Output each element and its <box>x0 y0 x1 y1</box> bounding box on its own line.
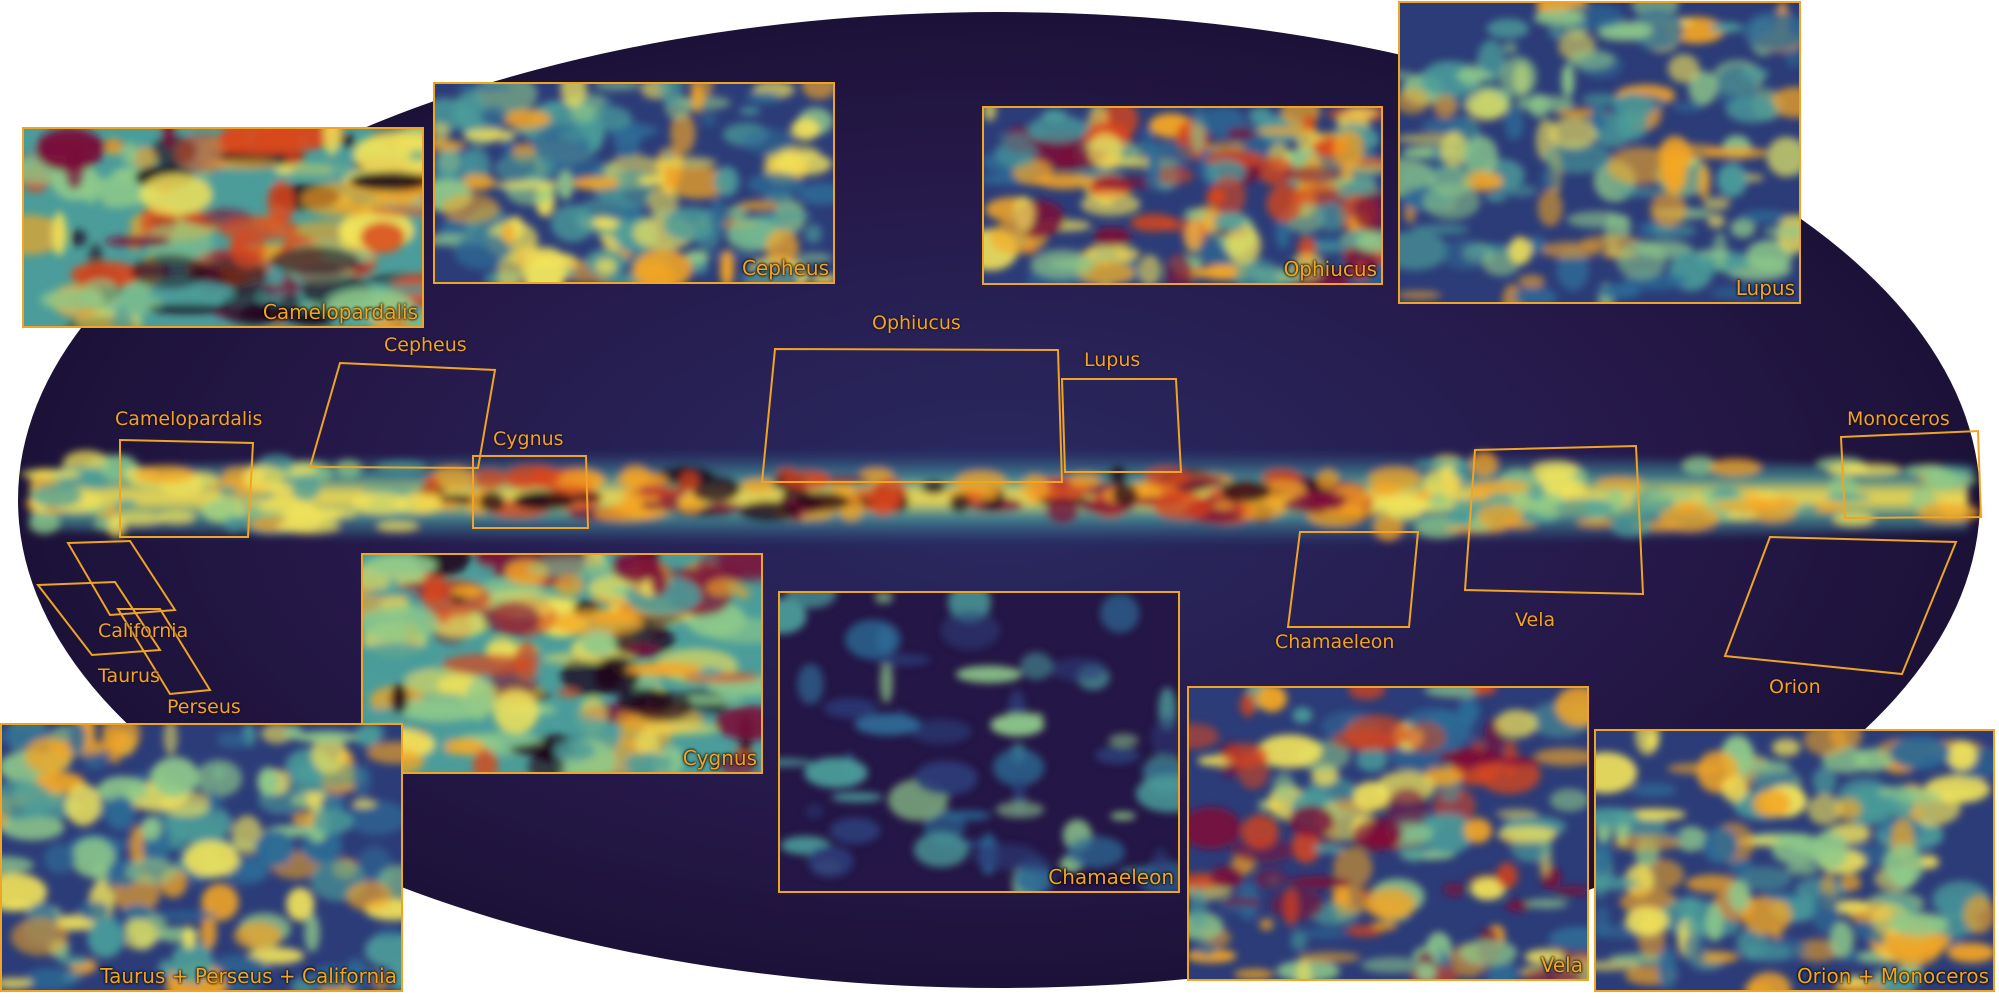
inset-label-ophiucus: Ophiucus <box>1283 257 1377 281</box>
inset-label-vela: Vela <box>1540 953 1583 977</box>
inset-texture <box>780 593 1178 891</box>
inset-orion-monoceros: Orion + Monoceros <box>1594 729 1995 992</box>
inset-label-orion-monoceros: Orion + Monoceros <box>1796 964 1989 988</box>
inset-label-camelopardalis: Camelopardalis <box>262 300 418 324</box>
label-taurus: Taurus <box>98 665 160 687</box>
label-california: California <box>98 620 189 642</box>
label-cygnus: Cygnus <box>493 428 564 450</box>
label-orion: Orion <box>1769 676 1821 698</box>
label-perseus: Perseus <box>167 696 241 718</box>
label-cepheus: Cepheus <box>384 334 467 356</box>
inset-texture <box>24 129 422 326</box>
label-monoceros: Monoceros <box>1847 408 1950 430</box>
inset-label-cepheus: Cepheus <box>741 256 829 280</box>
label-ophiucus: Ophiucus <box>872 312 961 334</box>
inset-chamaeleon: Chamaeleon <box>778 591 1180 893</box>
inset-texture <box>1596 731 1993 990</box>
inset-texture <box>2 725 401 990</box>
inset-ophiucus: Ophiucus <box>982 106 1383 285</box>
inset-texture <box>435 84 833 282</box>
inset-cygnus: Cygnus <box>361 553 763 774</box>
label-chamaeleon: Chamaeleon <box>1275 631 1395 653</box>
inset-texture <box>363 555 761 772</box>
inset-label-lupus: Lupus <box>1735 276 1795 300</box>
label-camelopardalis: Camelopardalis <box>115 408 263 430</box>
inset-texture <box>1400 3 1799 302</box>
inset-vela: Vela <box>1187 686 1589 981</box>
inset-texture <box>984 108 1381 283</box>
inset-label-chamaeleon: Chamaeleon <box>1048 865 1174 889</box>
inset-lupus: Lupus <box>1398 1 1801 304</box>
inset-texture <box>1189 688 1587 979</box>
label-vela: Vela <box>1515 609 1556 631</box>
inset-label-taurus-perseus-california: Taurus + Perseus + California <box>100 964 397 988</box>
inset-taurus-perseus-california: Taurus + Perseus + California <box>0 723 403 992</box>
inset-camelopardalis: Camelopardalis <box>22 127 424 328</box>
inset-cepheus: Cepheus <box>433 82 835 284</box>
inset-label-cygnus: Cygnus <box>682 746 757 770</box>
label-lupus: Lupus <box>1084 349 1141 371</box>
